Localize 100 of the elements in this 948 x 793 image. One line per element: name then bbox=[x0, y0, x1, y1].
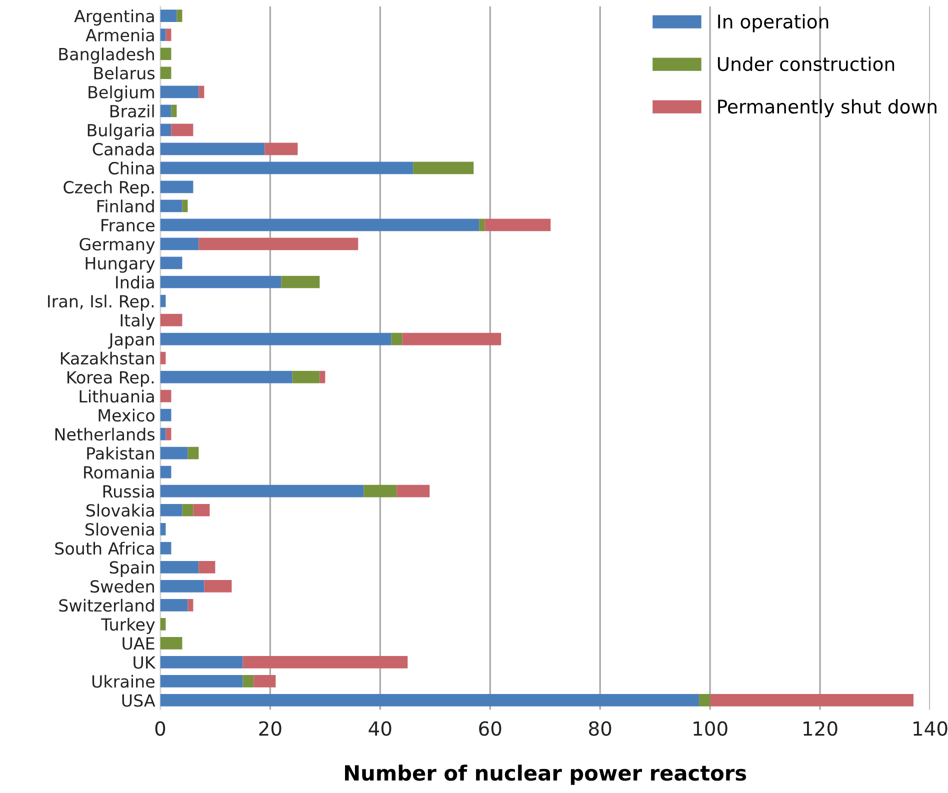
y-tick-label: Hungary bbox=[86, 257, 155, 273]
x-tick-label: 140 bbox=[914, 721, 948, 736]
bar bbox=[160, 48, 172, 60]
y-tick-label: France bbox=[102, 219, 154, 232]
x-tick-label: 120 bbox=[804, 721, 838, 736]
bar bbox=[166, 28, 172, 42]
bar bbox=[396, 484, 430, 498]
y-tick-label: USA bbox=[122, 694, 156, 707]
bar bbox=[254, 675, 276, 688]
bar bbox=[160, 66, 172, 80]
bar bbox=[204, 580, 232, 592]
bar bbox=[391, 332, 402, 346]
bar bbox=[160, 408, 172, 422]
bar bbox=[160, 390, 172, 402]
y-tick-label: Switzerland bbox=[59, 598, 154, 612]
bar bbox=[160, 446, 188, 460]
bar bbox=[160, 599, 188, 612]
bar bbox=[160, 256, 182, 270]
bar bbox=[198, 560, 216, 574]
bar bbox=[160, 542, 172, 554]
x-tick-label: 0 bbox=[155, 721, 166, 736]
x-tick-label: 80 bbox=[589, 721, 612, 736]
bar bbox=[364, 484, 397, 498]
y-tick-label: Armenia bbox=[86, 28, 154, 42]
y-tick-label: Bulgaria bbox=[88, 124, 154, 140]
bar bbox=[160, 580, 204, 592]
bar bbox=[242, 656, 408, 668]
bar bbox=[160, 504, 182, 516]
y-tick-label: Pakistan bbox=[87, 446, 154, 460]
bar bbox=[484, 218, 551, 232]
y-tick-label: South Africa bbox=[55, 542, 154, 555]
bar bbox=[198, 238, 358, 250]
bar bbox=[160, 218, 480, 232]
y-tick-label: Slovenia bbox=[86, 522, 154, 536]
bar bbox=[160, 104, 172, 118]
x-tick-label: 60 bbox=[479, 721, 502, 736]
bar bbox=[292, 370, 320, 384]
bar bbox=[160, 466, 172, 478]
y-tick-label: Italy bbox=[120, 314, 155, 330]
bar bbox=[479, 218, 485, 232]
y-tick-label: Iran, Isl. Rep. bbox=[48, 294, 154, 311]
bar bbox=[160, 618, 166, 630]
bar bbox=[160, 428, 166, 440]
y-tick-label: Netherlands bbox=[55, 428, 155, 441]
x-tick-label: 20 bbox=[259, 721, 282, 736]
y-tick-label: China bbox=[108, 162, 154, 175]
y-tick-label: Spain bbox=[110, 560, 154, 577]
bar bbox=[160, 522, 166, 536]
y-tick-label: Bangladesh bbox=[59, 48, 154, 64]
y-tick-label: Finland bbox=[97, 200, 154, 213]
y-tick-label: Germany bbox=[80, 238, 155, 254]
y-tick-label: Belarus bbox=[94, 66, 155, 80]
y-tick-label: Kazakhstan bbox=[60, 352, 154, 365]
bar bbox=[193, 504, 210, 516]
y-tick-label: India bbox=[116, 276, 154, 289]
bar bbox=[160, 124, 172, 136]
bar bbox=[160, 694, 700, 706]
bar bbox=[182, 504, 194, 516]
bar bbox=[402, 332, 502, 346]
y-tick-label: Czech Rep. bbox=[64, 180, 154, 197]
bar bbox=[176, 10, 182, 22]
bar bbox=[160, 656, 243, 668]
x-tick-label: 100 bbox=[694, 721, 728, 736]
y-tick-label: Argentina bbox=[74, 10, 154, 26]
y-tick-label: Mexico bbox=[98, 408, 154, 422]
y-tick-label: Romania bbox=[84, 466, 154, 479]
y-tick-label: Canada bbox=[92, 142, 154, 156]
bar bbox=[160, 675, 243, 688]
x-tick-label: 40 bbox=[368, 721, 392, 736]
bar bbox=[160, 142, 265, 156]
bar bbox=[264, 142, 298, 156]
y-tick-label: Ukraine bbox=[92, 674, 154, 688]
bar bbox=[160, 86, 199, 98]
bar bbox=[281, 276, 320, 288]
bar bbox=[710, 694, 914, 706]
bar bbox=[160, 314, 182, 326]
bar bbox=[160, 276, 282, 288]
bar bbox=[166, 428, 172, 440]
bar bbox=[160, 28, 166, 42]
bar bbox=[188, 599, 194, 612]
y-tick-label: UK bbox=[134, 656, 156, 669]
x-axis-title: Number of nuclear power reactors bbox=[345, 764, 746, 785]
y-tick-label: Slovakia bbox=[86, 504, 154, 517]
y-tick-label: Belgium bbox=[88, 86, 154, 102]
y-tick-label: Russia bbox=[103, 484, 154, 498]
legend-label: Under construction bbox=[718, 56, 894, 72]
y-tick-label: Brazil bbox=[110, 104, 154, 118]
bar bbox=[413, 162, 474, 174]
bar bbox=[171, 124, 194, 136]
bar bbox=[160, 200, 182, 212]
bar bbox=[160, 332, 392, 346]
bar bbox=[160, 10, 177, 22]
bar bbox=[160, 162, 414, 174]
bar bbox=[182, 200, 188, 212]
legend-label: Permanently shut down bbox=[718, 99, 936, 118]
y-tick-label: Japan bbox=[108, 333, 154, 349]
y-tick-label: UAE bbox=[122, 637, 154, 650]
bar bbox=[160, 484, 364, 498]
bar bbox=[188, 446, 199, 460]
bar bbox=[160, 180, 194, 194]
